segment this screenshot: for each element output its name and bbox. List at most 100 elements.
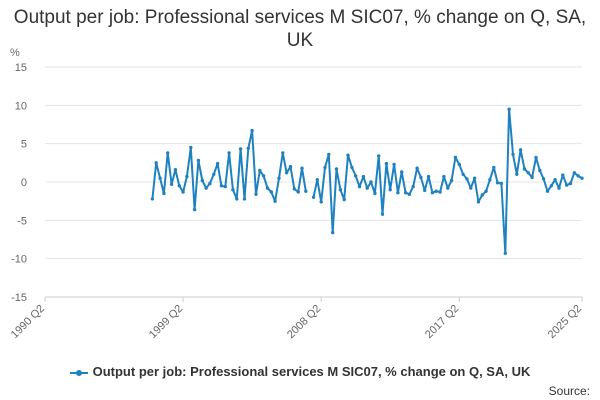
- data-point[interactable]: [576, 174, 580, 178]
- data-point[interactable]: [311, 195, 316, 199]
- data-point[interactable]: [572, 171, 576, 175]
- data-point[interactable]: [388, 188, 392, 192]
- data-point[interactable]: [350, 165, 354, 170]
- data-point[interactable]: [212, 172, 216, 176]
- data-point[interactable]: [430, 191, 435, 195]
- data-point[interactable]: [565, 183, 569, 187]
- data-point[interactable]: [223, 184, 227, 189]
- data-point[interactable]: [400, 170, 404, 174]
- data-point[interactable]: [453, 155, 458, 160]
- data-point[interactable]: [526, 171, 530, 175]
- data-point[interactable]: [304, 189, 308, 193]
- legend[interactable]: Output per job: Professional services M …: [0, 364, 600, 379]
- data-point[interactable]: [196, 158, 201, 163]
- data-point[interactable]: [538, 168, 542, 173]
- data-point[interactable]: [261, 174, 266, 178]
- data-point[interactable]: [568, 181, 573, 186]
- data-point[interactable]: [296, 190, 300, 194]
- data-point[interactable]: [327, 152, 331, 157]
- data-point[interactable]: [166, 151, 170, 155]
- data-point[interactable]: [173, 168, 178, 172]
- data-point[interactable]: [534, 155, 538, 160]
- data-point[interactable]: [461, 172, 465, 176]
- data-point[interactable]: [449, 178, 454, 183]
- data-point[interactable]: [357, 184, 362, 189]
- data-point[interactable]: [507, 107, 511, 111]
- data-point[interactable]: [396, 191, 400, 195]
- data-point[interactable]: [208, 181, 212, 186]
- data-point[interactable]: [384, 161, 389, 166]
- data-point[interactable]: [503, 251, 507, 255]
- data-point[interactable]: [258, 168, 262, 173]
- data-point[interactable]: [377, 154, 381, 158]
- data-point[interactable]: [561, 173, 565, 177]
- data-point[interactable]: [469, 186, 473, 190]
- data-point[interactable]: [162, 191, 166, 196]
- data-point[interactable]: [557, 186, 561, 190]
- data-point[interactable]: [407, 192, 412, 196]
- data-point[interactable]: [361, 174, 366, 179]
- data-point[interactable]: [426, 174, 431, 179]
- data-point[interactable]: [238, 147, 243, 151]
- data-point[interactable]: [331, 230, 335, 235]
- data-point[interactable]: [246, 146, 250, 150]
- data-point[interactable]: [415, 166, 419, 170]
- data-point[interactable]: [411, 184, 415, 189]
- data-point[interactable]: [380, 212, 385, 216]
- data-point[interactable]: [269, 190, 273, 194]
- data-point[interactable]: [242, 197, 247, 201]
- data-point[interactable]: [342, 197, 346, 202]
- data-point[interactable]: [154, 161, 158, 165]
- data-point[interactable]: [446, 186, 450, 190]
- data-point[interactable]: [499, 181, 504, 186]
- data-point[interactable]: [319, 200, 323, 204]
- data-point[interactable]: [254, 192, 258, 196]
- data-point[interactable]: [369, 180, 373, 184]
- data-point[interactable]: [265, 186, 270, 190]
- data-point[interactable]: [227, 151, 231, 155]
- data-point[interactable]: [231, 188, 235, 192]
- data-point[interactable]: [403, 191, 408, 195]
- data-point[interactable]: [192, 207, 197, 212]
- data-point[interactable]: [281, 151, 285, 155]
- data-point[interactable]: [200, 178, 204, 183]
- data-point[interactable]: [204, 186, 208, 190]
- data-point[interactable]: [169, 182, 174, 186]
- data-point[interactable]: [518, 148, 523, 152]
- data-point[interactable]: [530, 175, 534, 180]
- data-point[interactable]: [423, 188, 427, 193]
- data-point[interactable]: [373, 191, 377, 196]
- data-point[interactable]: [185, 174, 189, 179]
- data-point[interactable]: [541, 177, 546, 181]
- data-point[interactable]: [288, 165, 293, 169]
- data-point[interactable]: [492, 165, 496, 170]
- data-point[interactable]: [346, 153, 350, 157]
- data-point[interactable]: [419, 175, 423, 180]
- data-point[interactable]: [553, 178, 557, 182]
- data-point[interactable]: [495, 181, 500, 185]
- data-point[interactable]: [215, 161, 220, 166]
- data-point[interactable]: [457, 162, 461, 167]
- data-point[interactable]: [580, 176, 584, 180]
- data-point[interactable]: [392, 162, 396, 167]
- data-point[interactable]: [277, 176, 281, 180]
- data-point[interactable]: [323, 165, 327, 170]
- data-point[interactable]: [150, 197, 155, 201]
- data-point[interactable]: [315, 178, 319, 182]
- data-point[interactable]: [181, 190, 185, 194]
- data-point[interactable]: [284, 171, 289, 175]
- data-point[interactable]: [219, 184, 224, 188]
- data-point[interactable]: [511, 152, 515, 157]
- data-point[interactable]: [442, 174, 446, 179]
- data-point[interactable]: [549, 184, 553, 188]
- data-point[interactable]: [300, 166, 304, 170]
- data-point[interactable]: [189, 145, 193, 150]
- data-point[interactable]: [465, 177, 469, 181]
- data-point[interactable]: [480, 193, 484, 197]
- data-point[interactable]: [365, 186, 369, 190]
- data-point[interactable]: [250, 128, 254, 133]
- data-point[interactable]: [273, 199, 277, 203]
- data-point[interactable]: [488, 178, 492, 182]
- data-point[interactable]: [334, 167, 339, 171]
- data-point[interactable]: [338, 188, 343, 192]
